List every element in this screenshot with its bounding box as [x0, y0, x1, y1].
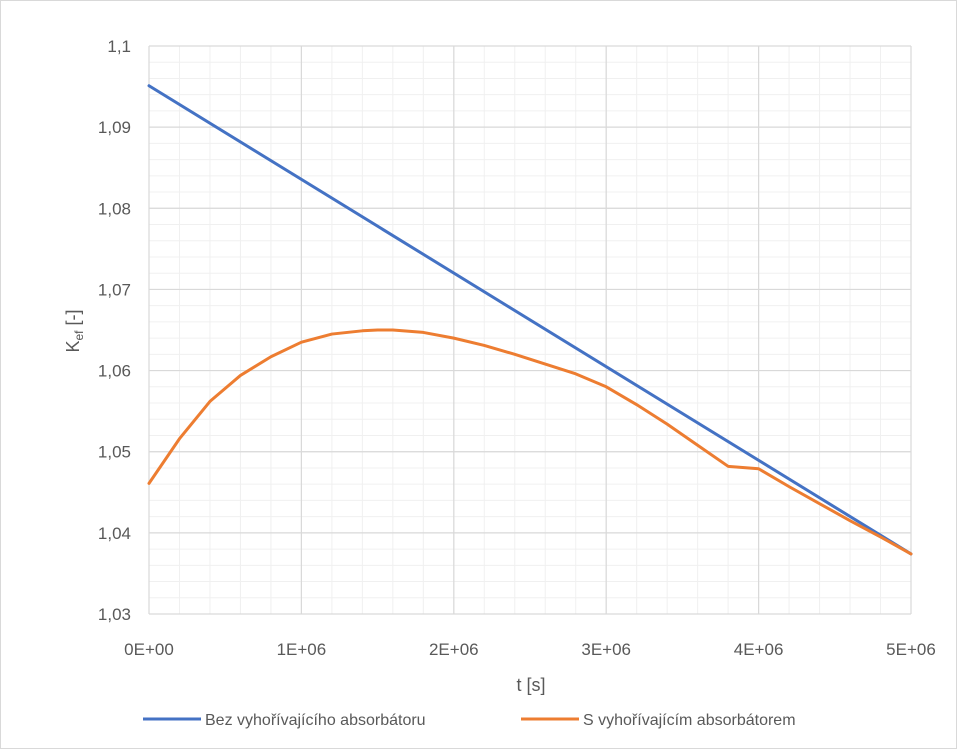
legend: Bez vyhořívajícího absorbátoru S vyhoříva…: [143, 712, 796, 729]
x-axis-tick-labels: 0E+00 1E+06 2E+06 3E+06 4E+06 5E+06: [124, 640, 936, 659]
y-axis-tick-labels: 1,03 1,04 1,05 1,06 1,07 1,08 1,09 1,1: [98, 37, 131, 624]
series-lines: [147, 84, 913, 556]
y-tick-label: 1,09: [98, 118, 131, 137]
x-tick-label: 0E+00: [124, 640, 174, 659]
x-tick-label: 4E+06: [734, 640, 784, 659]
series-line-1: [147, 84, 913, 556]
y-tick-label: 1,05: [98, 443, 131, 462]
legend-label-2: S vyhořívajícím absorbátorem: [583, 712, 796, 729]
minor-gridlines: [148, 45, 912, 615]
y-axis-title-main: K: [63, 341, 83, 353]
x-tick-label: 5E+06: [886, 640, 936, 659]
x-tick-label: 1E+06: [277, 640, 327, 659]
legend-label-1: Bez vyhořívajícího absorbátoru: [205, 712, 426, 729]
y-tick-label: 1,07: [98, 280, 131, 299]
x-axis-title: t [s]: [516, 675, 545, 695]
y-tick-label: 1,03: [98, 605, 131, 624]
y-tick-label: 1,1: [107, 37, 131, 56]
y-tick-label: 1,08: [98, 199, 131, 218]
x-tick-label: 2E+06: [429, 640, 479, 659]
series-line-2: [147, 328, 913, 556]
y-axis-title: Kef [-]: [63, 309, 86, 352]
y-tick-label: 1,06: [98, 362, 131, 381]
y-axis-title-suffix: [-]: [63, 309, 83, 330]
major-gridlines: [148, 45, 912, 615]
y-axis-title-subscript: ef: [72, 330, 86, 341]
y-tick-label: 1,04: [98, 524, 131, 543]
x-tick-label: 3E+06: [581, 640, 631, 659]
